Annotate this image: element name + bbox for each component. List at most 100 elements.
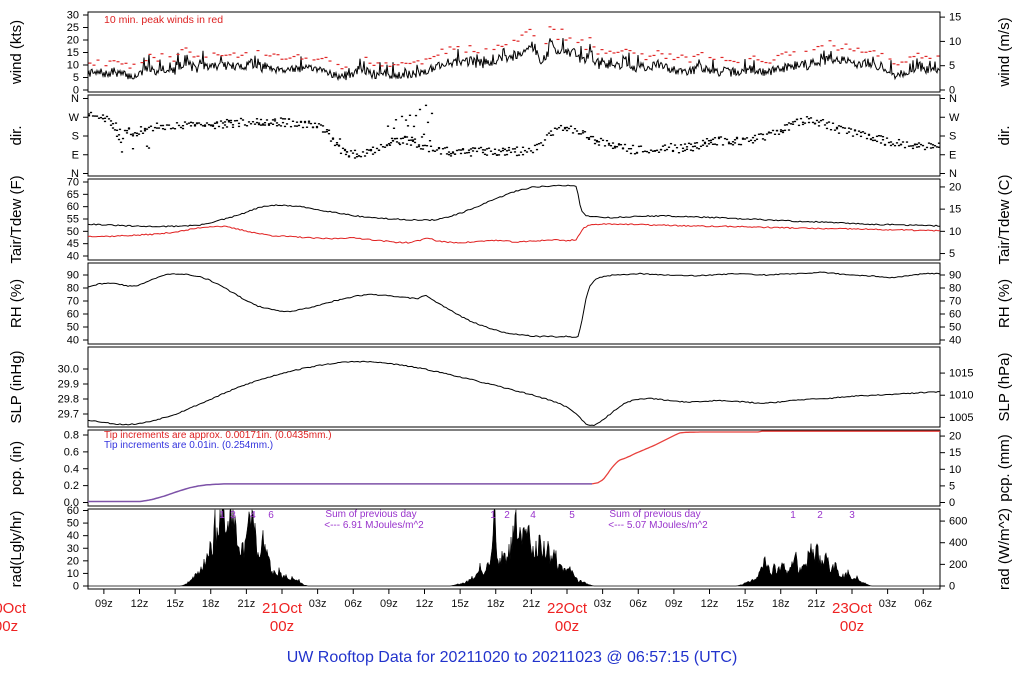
wind-direction-point: [871, 139, 875, 142]
right-tick-label: 0: [949, 581, 955, 593]
rh-frame: [87, 262, 941, 345]
wind-direction-point: [783, 129, 787, 132]
wind-direction-point: [593, 139, 597, 141]
wind-direction-point: [693, 142, 697, 144]
left-tick-label: 60: [67, 505, 79, 517]
wind-direction-point: [133, 132, 137, 134]
wind-direction-point: [249, 123, 253, 125]
wind-direction-point: [603, 145, 607, 147]
wind-direction-point: [847, 131, 851, 133]
rad-annotation: 4: [250, 510, 256, 521]
wind-10min-peak-dash: [108, 60, 112, 62]
wind-direction-point: [751, 136, 755, 139]
wind-10min-peak-dash: [812, 49, 816, 51]
x-tick-label: 09z: [380, 598, 398, 610]
wind-direction-point: [425, 145, 429, 147]
wind-direction-point: [97, 117, 101, 119]
wind-direction-point: [223, 124, 227, 126]
wind-direction-point: [807, 121, 811, 124]
wind-direction-point: [669, 142, 673, 145]
wind-direction-point: [408, 114, 412, 117]
right-tick-label: 10: [949, 226, 961, 238]
wind-direction-point: [87, 115, 91, 117]
wind-direction-point: [787, 122, 791, 124]
wind-direction-point: [293, 125, 297, 127]
date-label-hour: 00z: [840, 618, 864, 635]
left-tick-label: 55: [67, 214, 79, 226]
wind-10min-peak-dash: [376, 62, 380, 64]
wind-10min-peak-dash: [464, 51, 468, 53]
wind-direction-point: [275, 122, 279, 124]
wind-direction-point: [412, 125, 416, 128]
wind-direction-point: [143, 128, 147, 130]
wind-direction-point: [925, 146, 929, 149]
wind-direction-point: [414, 114, 418, 117]
wind-direction-point: [789, 123, 793, 125]
wind-direction-point: [355, 155, 359, 158]
wind-direction-point: [403, 135, 407, 138]
wind-10min-peak-dash: [864, 51, 868, 53]
wind-direction-point: [503, 154, 507, 156]
wind-direction-point: [355, 153, 359, 155]
wind-direction-point: [399, 137, 403, 140]
wind-10min-peak-dash: [584, 48, 588, 51]
wind-direction-point: [505, 150, 509, 152]
wind-direction-point: [755, 138, 759, 140]
wind-direction-point: [197, 122, 201, 124]
wind-direction-point: [697, 148, 701, 150]
wind-10min-peak-dash: [116, 61, 120, 63]
slp-panel: 29.7 29.8 29.9 30.0 1005 1010 1015 SLP (inHg) SL…: [8, 346, 1013, 428]
wind-direction-point: [913, 144, 917, 146]
wind-10min-peak-dash: [192, 56, 196, 58]
wind-direction-point: [303, 121, 307, 124]
wind-10min-peak-dash: [760, 60, 764, 63]
left-tick-label: S: [72, 131, 79, 143]
wind-direction-point: [767, 131, 771, 133]
rad-annotation: <--- 6.91 MJoules/m^2: [324, 520, 424, 531]
right-tick-label: 70: [949, 296, 961, 308]
wind-10min-peak-dash: [224, 54, 228, 56]
wind-direction-point: [797, 124, 801, 127]
wind-direction-point: [733, 139, 737, 141]
wind-direction-point: [207, 123, 211, 126]
wind-direction-point: [529, 150, 533, 152]
wind-direction-point: [231, 126, 235, 128]
wind-10min-peak-dash: [476, 52, 480, 54]
wind-direction-point: [703, 142, 707, 145]
wind-10min-peak-dash: [792, 51, 796, 53]
wind-direction-point: [289, 125, 293, 128]
wind-10min-peak-dash: [316, 58, 320, 60]
wind-direction-point: [449, 155, 453, 157]
wind-10min-peak-dash: [304, 57, 308, 59]
left-tick-label: 30: [67, 10, 79, 22]
wind-direction-point: [307, 120, 311, 122]
wind-direction-point: [201, 125, 205, 127]
wind-10min-peak-dash: [724, 59, 728, 62]
wind-direction-point: [237, 125, 241, 128]
wind-direction-point: [439, 153, 443, 155]
wind-10min-peak-dash: [736, 61, 740, 64]
wind-10min-peak-dash: [296, 54, 300, 56]
wind-10min-peak-dash: [344, 66, 348, 68]
wind-10min-peak-dash: [640, 53, 644, 55]
wind-direction-point: [625, 150, 629, 152]
wind-direction-point: [553, 127, 557, 129]
wind-10min-peak-dash: [652, 54, 656, 57]
wind-10min-peak-dash: [504, 44, 508, 46]
wind-10min-peak-dash: [156, 60, 160, 62]
wind-10min-peak-dash: [232, 52, 236, 54]
wind-direction-point: [783, 124, 787, 126]
wind-direction-point: [157, 127, 161, 129]
wind-direction-point: [117, 134, 121, 136]
wind-direction-point: [611, 147, 615, 150]
wind-direction-point: [915, 146, 919, 148]
wind-direction-point: [459, 152, 463, 155]
x-tick-label: 06z: [629, 598, 647, 610]
left-tick-label: 50: [67, 518, 79, 530]
wind-direction-point: [685, 146, 689, 148]
wind-direction-point: [785, 124, 789, 126]
wind-direction-point: [515, 154, 519, 157]
left-tick-label: 29.7: [58, 409, 79, 421]
wind-10min-peak-dash: [656, 50, 660, 52]
wind-10min-peak-dash: [496, 44, 500, 46]
